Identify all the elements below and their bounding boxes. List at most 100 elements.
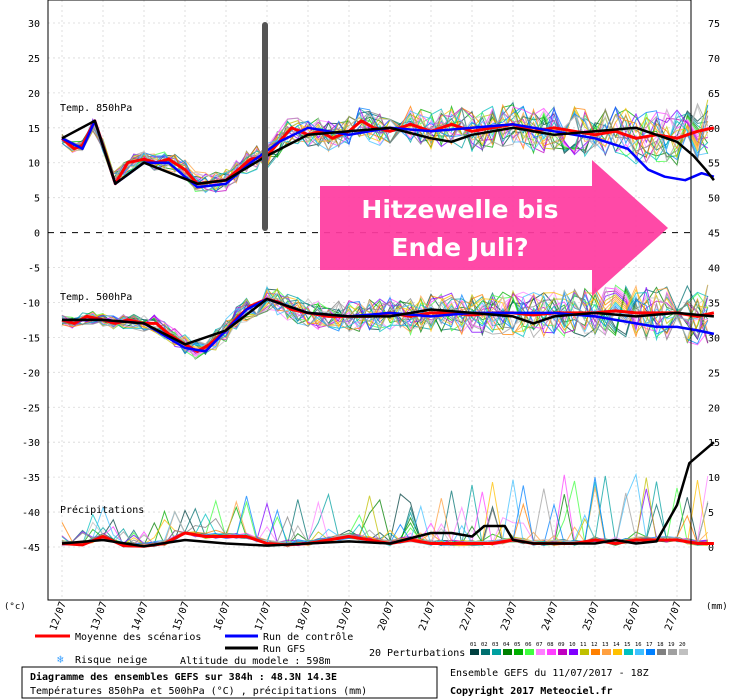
left-tick-label: -35: [22, 473, 40, 484]
left-tick-label: -30: [22, 438, 40, 449]
left-tick-label: -5: [28, 264, 40, 275]
callout-arrow: Hitzewelle bis Ende Juli?: [320, 160, 668, 296]
perturbation-swatch: [514, 649, 523, 655]
panel-label-t500: Temp. 500hPa: [60, 292, 132, 303]
perturbation-number: 06: [525, 642, 532, 648]
right-tick-label: 20: [708, 403, 720, 414]
legend-perturbations-label: 20 Perturbations: [369, 648, 465, 659]
legend-snow-label: Risque neige: [75, 655, 147, 666]
series-line-5: [61, 119, 715, 185]
ensemble-label: Ensemble GEFS du 11/07/2017 - 18Z: [450, 668, 649, 679]
right-tick-label: 50: [708, 194, 720, 205]
left-tick-label: -20: [22, 368, 40, 379]
left-tick-label: -15: [22, 333, 40, 344]
perturbation-swatches: 01 02 03 04 05 06 07 08 09 10 11 12 13 14 15 16 17 18 19 20: [470, 642, 688, 655]
perturbation-swatch: [602, 649, 611, 655]
perturbation-swatch: [646, 649, 655, 655]
series-layer: [61, 99, 715, 548]
right-tick-label: 10: [708, 473, 720, 484]
right-tick-label: 0: [708, 543, 714, 554]
perturbation-swatch: [547, 649, 556, 655]
perturbation-number: 01: [470, 642, 477, 648]
callout-line1: Hitzewelle bis: [361, 195, 558, 224]
right-axis-unit: (mm): [706, 602, 728, 612]
left-tick-label: -25: [22, 403, 40, 414]
series-line-6: [62, 297, 715, 346]
perturbation-number: 19: [668, 642, 675, 648]
perturbation-swatch: [668, 649, 677, 655]
left-tick-label: 20: [28, 89, 40, 100]
perturbation-swatch: [657, 649, 666, 655]
perturbation-swatch: [503, 649, 512, 655]
legend-altitude: Altitude du modele : 598m: [180, 656, 331, 667]
copyright: Copyright 2017 Meteociel.fr: [450, 685, 613, 697]
perturbation-number: 08: [547, 642, 554, 648]
legend: Moyenne des scénarios Run de contrôle Ru…: [35, 631, 688, 697]
perturbation-number: 20: [679, 642, 686, 648]
perturbation-number: 05: [514, 642, 521, 648]
perturbation-number: 18: [657, 642, 664, 648]
right-tick-label: 30: [708, 333, 720, 344]
perturbation-swatch: [470, 649, 479, 655]
perturbation-number: 15: [624, 642, 631, 648]
right-tick-label: 35: [708, 298, 720, 309]
perturbation-number: 04: [503, 642, 510, 648]
perturbation-swatch: [591, 649, 600, 655]
perturbation-number: 16: [635, 642, 642, 648]
left-tick-label: -45: [22, 543, 40, 554]
ensemble-member-line: [61, 109, 709, 187]
legend-mean-label: Moyenne des scénarios: [75, 631, 201, 643]
perturbation-swatch: [492, 649, 501, 655]
perturbation-swatch: [481, 649, 490, 655]
perturbation-number: 09: [558, 642, 565, 648]
ensemble-member-line: [61, 108, 708, 194]
perturbation-swatch: [558, 649, 567, 655]
perturbation-number: 13: [602, 642, 609, 648]
right-tick-label: 55: [708, 159, 720, 170]
ensemble-member-line: [61, 99, 709, 188]
series-line-4: [62, 297, 715, 353]
perturbation-number: 07: [536, 642, 543, 648]
right-tick-label: 25: [708, 368, 720, 379]
perturbation-swatch: [679, 649, 688, 655]
callout-arrow-shape: [320, 160, 668, 296]
left-tick-label: 15: [28, 124, 40, 135]
perturbation-swatch: [613, 649, 622, 655]
panel-label-precip: Précipitations: [60, 504, 144, 516]
perturbation-number: 10: [569, 642, 576, 648]
left-tick-label: 0: [34, 229, 40, 240]
perturbation-number: 11: [580, 642, 587, 648]
perturbation-swatch: [624, 649, 633, 655]
perturbation-number: 02: [481, 642, 488, 648]
perturbation-number: 14: [613, 642, 620, 648]
left-axis: 30 25 20 15 10 5 0 -5 -10 -15 -20 -25 -30 -35 -40 -45: [22, 19, 40, 554]
ensemble-member-line: [61, 286, 709, 361]
perturbation-swatch: [635, 649, 644, 655]
perturbation-number: 03: [492, 642, 499, 648]
perturbation-number: 17: [646, 642, 653, 648]
perturbation-swatch: [569, 649, 578, 655]
right-tick-label: 5: [708, 508, 714, 519]
caption-box: [21, 666, 438, 699]
left-tick-label: -10: [22, 298, 40, 309]
left-tick-label: -40: [22, 508, 40, 519]
perturbation-swatch: [536, 649, 545, 655]
legend-gfs-label: Run GFS: [263, 644, 305, 655]
right-tick-label: 75: [708, 19, 720, 30]
perturbation-swatch: [525, 649, 534, 655]
right-tick-label: 70: [708, 54, 720, 65]
ensemble-member-line: [61, 288, 709, 346]
caption-line2: Températures 850hPa et 500hPa (°C) , pré…: [30, 685, 367, 697]
callout-line2: Ende Juli?: [391, 233, 528, 262]
plot-frame: [47, 0, 692, 601]
left-tick-label: 5: [34, 194, 40, 205]
left-tick-label: 30: [28, 19, 40, 30]
left-tick-label: 10: [28, 159, 40, 170]
perturbation-swatch: [580, 649, 589, 655]
panel-label-t850: Temp. 850hPa: [60, 103, 132, 114]
right-tick-label: 40: [708, 264, 720, 275]
legend-control-label: Run de contrôle: [263, 631, 353, 643]
snowflake-icon: ❄: [57, 653, 64, 666]
